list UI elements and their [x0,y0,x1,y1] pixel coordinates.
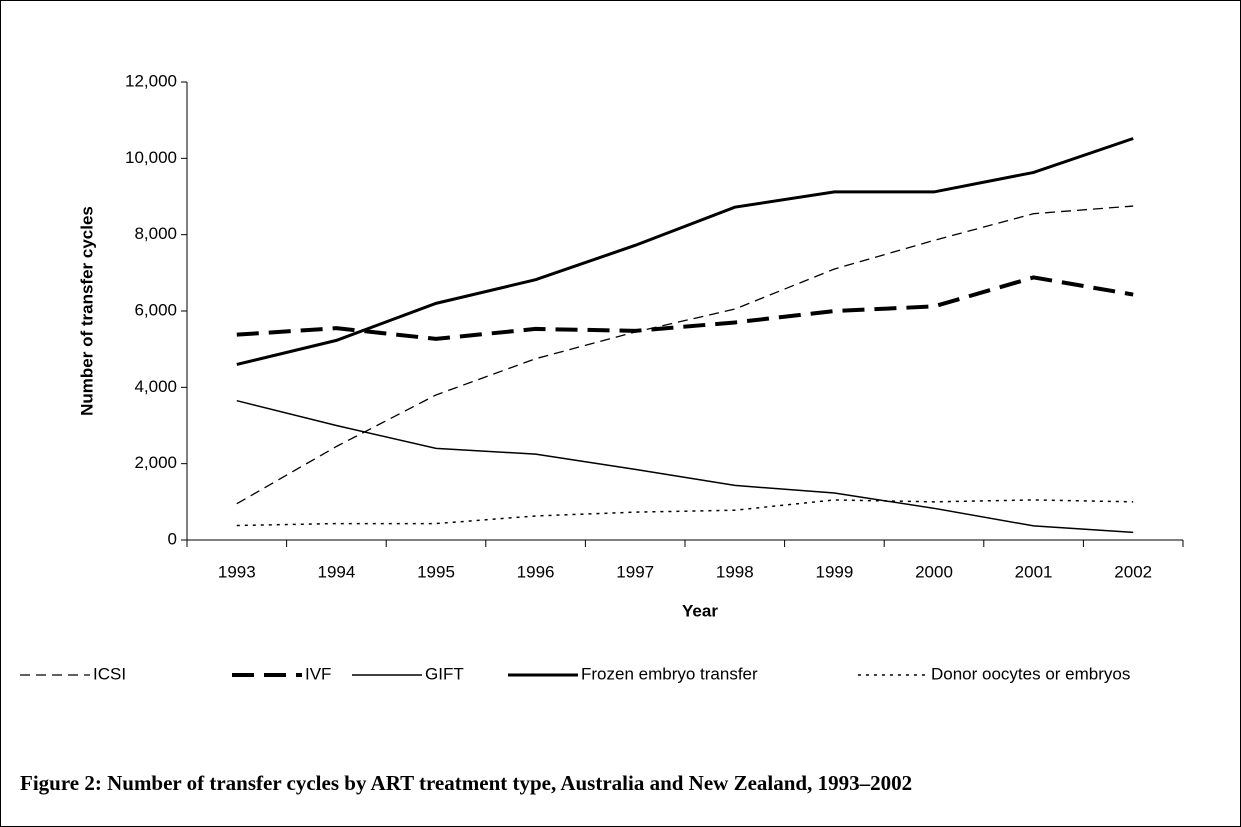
x-tick-label: 1994 [317,562,355,581]
x-axis-label: Year [682,601,718,620]
legend-label: Donor oocytes or embryos [931,664,1130,683]
x-tick-label: 2001 [1015,562,1053,581]
y-tick-label: 10,000 [125,148,177,167]
y-tick-label: 6,000 [134,300,177,319]
x-tick-label: 1997 [616,562,654,581]
y-tick-label: 12,000 [125,71,177,90]
x-tick-label: 1999 [815,562,853,581]
x-tick-label: 2002 [1114,562,1152,581]
x-tick-label: 2000 [915,562,953,581]
y-tick-label: 8,000 [134,224,177,243]
x-tick-label: 1995 [417,562,455,581]
x-tick-label: 1998 [716,562,754,581]
legend-label: GIFT [425,664,464,683]
y-tick-label: 4,000 [134,377,177,396]
series-line [236,205,1134,505]
x-tick-label: 1996 [517,562,555,581]
series-line [236,275,1134,341]
y-tick-label: 2,000 [134,453,177,472]
y-tick-label: 0 [168,529,177,548]
series-line [236,137,1134,366]
legend-label: IVF [305,664,331,683]
legend-label: Frozen embryo transfer [581,664,758,683]
x-tick-label: 1993 [218,562,256,581]
legend-label: ICSI [93,664,126,683]
series-line [236,499,1134,527]
y-axis-label: Number of transfer cycles [77,206,96,416]
caption: Figure 2: Number of transfer cycles by A… [20,771,913,795]
series-line [236,399,1134,534]
